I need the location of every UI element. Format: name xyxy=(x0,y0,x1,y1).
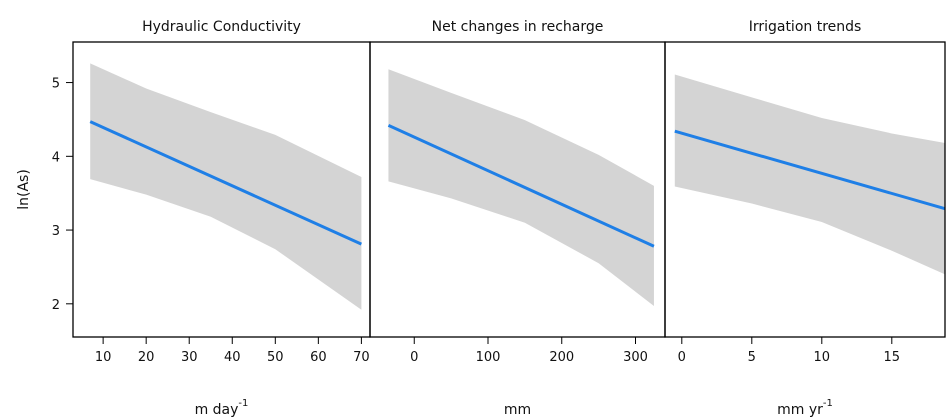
x-axis-unit: mm xyxy=(504,402,531,418)
x-tick-label: 200 xyxy=(549,350,574,365)
panel-frame xyxy=(664,41,946,338)
x-tick-label: 0 xyxy=(410,350,418,365)
y-tick-label: 4 xyxy=(52,150,60,165)
x-tick-label: 15 xyxy=(884,350,901,365)
y-axis-label: ln(As) xyxy=(16,169,32,210)
confidence-band xyxy=(388,69,654,307)
panel-2: Net changes in recharge 0 100 200 300 mm xyxy=(369,19,666,418)
x-tick-label: 100 xyxy=(476,350,501,365)
x-tick-label: 20 xyxy=(138,350,155,365)
x-tick-label: 60 xyxy=(310,350,327,365)
fit-line xyxy=(387,123,655,248)
x-axis-label: m day-1 xyxy=(195,398,249,418)
panel-title: Hydraulic Conductivity xyxy=(142,19,301,35)
y-tick-label: 3 xyxy=(52,224,60,239)
x-axis-unit: mm yr xyxy=(777,402,823,418)
x-axis-label: mm yr-1 xyxy=(777,398,833,418)
x-tick-label: 10 xyxy=(814,350,831,365)
x-axis-unit: m day xyxy=(195,402,239,418)
panel-title: Net changes in recharge xyxy=(432,19,604,35)
x-tick-label: 30 xyxy=(181,350,198,365)
fit-line xyxy=(89,120,363,246)
x-tick-label: 70 xyxy=(353,350,370,365)
confidence-band xyxy=(90,63,362,310)
x-tick-label: 40 xyxy=(224,350,241,365)
y-tick-label: 5 xyxy=(52,77,60,92)
confidence-band xyxy=(674,74,945,275)
x-axis-label: mm xyxy=(504,402,531,418)
panel-1: Hydraulic Conductivity 10 20 30 40 50 60 70 m da… xyxy=(72,19,371,418)
x-tick-label: 0 xyxy=(678,350,686,365)
x-tick-label: 5 xyxy=(748,350,756,365)
fit-line xyxy=(674,129,946,211)
x-tick-label: 300 xyxy=(623,350,648,365)
panel-3: Irrigation trends 0 5 10 15 mm yr-1 xyxy=(664,19,946,418)
x-tick-label: 10 xyxy=(95,350,112,365)
x-axis-unit-exponent: -1 xyxy=(238,398,248,409)
panel-title: Irrigation trends xyxy=(749,19,862,35)
x-axis-unit-exponent: -1 xyxy=(823,398,833,409)
x-tick-label: 50 xyxy=(267,350,284,365)
y-tick-label: 2 xyxy=(52,298,60,313)
